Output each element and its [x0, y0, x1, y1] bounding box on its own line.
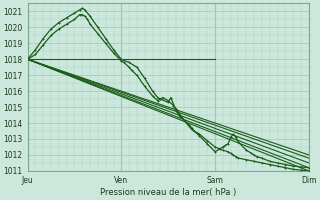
X-axis label: Pression niveau de la mer( hPa ): Pression niveau de la mer( hPa ): [100, 188, 236, 197]
